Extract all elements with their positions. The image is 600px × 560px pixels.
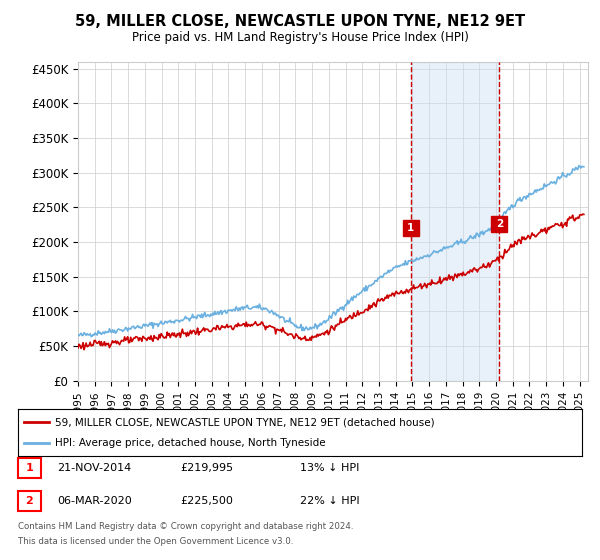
Text: 2: 2 — [26, 496, 33, 506]
Text: 21-NOV-2014: 21-NOV-2014 — [57, 463, 131, 473]
Text: 59, MILLER CLOSE, NEWCASTLE UPON TYNE, NE12 9ET (detached house): 59, MILLER CLOSE, NEWCASTLE UPON TYNE, N… — [55, 417, 434, 427]
Text: Contains HM Land Registry data © Crown copyright and database right 2024.: Contains HM Land Registry data © Crown c… — [18, 522, 353, 531]
Text: 22% ↓ HPI: 22% ↓ HPI — [300, 496, 359, 506]
Text: 1: 1 — [407, 223, 415, 233]
Text: This data is licensed under the Open Government Licence v3.0.: This data is licensed under the Open Gov… — [18, 537, 293, 546]
Text: £219,995: £219,995 — [180, 463, 233, 473]
Text: HPI: Average price, detached house, North Tyneside: HPI: Average price, detached house, Nort… — [55, 438, 325, 448]
Text: 59, MILLER CLOSE, NEWCASTLE UPON TYNE, NE12 9ET: 59, MILLER CLOSE, NEWCASTLE UPON TYNE, N… — [75, 14, 525, 29]
Text: 06-MAR-2020: 06-MAR-2020 — [57, 496, 132, 506]
Text: 1: 1 — [26, 463, 33, 473]
Text: 13% ↓ HPI: 13% ↓ HPI — [300, 463, 359, 473]
Text: £225,500: £225,500 — [180, 496, 233, 506]
Text: 2: 2 — [496, 220, 503, 230]
Text: Price paid vs. HM Land Registry's House Price Index (HPI): Price paid vs. HM Land Registry's House … — [131, 31, 469, 44]
Bar — [411, 62, 499, 381]
